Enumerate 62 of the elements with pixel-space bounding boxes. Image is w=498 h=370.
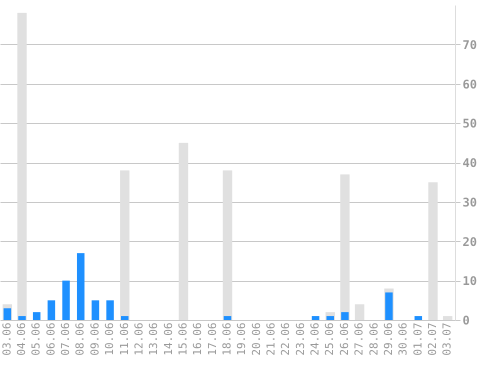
bar — [32, 312, 40, 320]
bar — [354, 304, 364, 320]
x-tick-label: 26.06 — [338, 322, 351, 356]
x-tick-label: 21.06 — [264, 322, 278, 356]
y-tick-label: 60 — [462, 77, 477, 92]
x-tick-label: 12.06 — [132, 322, 146, 356]
x-tick-label: 19.06 — [235, 322, 248, 356]
bar — [341, 312, 349, 320]
bar — [385, 292, 393, 320]
x-tick-label: 16.06 — [191, 322, 204, 356]
bar — [224, 316, 232, 320]
x-tick-label: 28.06 — [367, 322, 380, 356]
bar — [120, 170, 130, 320]
x-tick-label: 15.06 — [176, 322, 190, 356]
y-tick-label: 10 — [462, 274, 477, 288]
x-tick-label: 01.07 — [411, 322, 424, 356]
x-tick-label: 25.06 — [323, 322, 336, 356]
bar — [62, 280, 70, 320]
bar — [92, 300, 100, 320]
bar — [17, 12, 27, 320]
x-tick-label: 29.06 — [382, 322, 395, 356]
x-tick-label: 13.06 — [147, 322, 160, 356]
y-tick-label: 40 — [462, 156, 477, 170]
x-tick-label: 14.06 — [162, 322, 175, 356]
bar — [48, 300, 56, 320]
bar — [414, 316, 422, 320]
bar — [428, 182, 438, 320]
x-tick-label: 18.06 — [220, 322, 234, 356]
x-tick-label: 10.06 — [103, 322, 116, 356]
bar — [76, 253, 84, 320]
bar — [326, 316, 334, 320]
x-tick-label: 02.07 — [426, 322, 439, 356]
bar — [4, 308, 12, 320]
bar — [340, 174, 350, 320]
bar — [106, 300, 114, 320]
x-tick-label: 27.06 — [352, 322, 366, 356]
y-tick-label: 50 — [462, 116, 477, 131]
x-tick-label: 11.06 — [118, 322, 131, 356]
x-tick-label: 05.06 — [30, 322, 43, 356]
x-tick-label: 03.06 — [0, 322, 14, 356]
x-tick-label: 09.06 — [88, 322, 102, 356]
x-tick-label: 24.06 — [308, 322, 322, 356]
y-tick-label: 30 — [462, 195, 477, 210]
y-tick-label: 70 — [462, 38, 477, 52]
bar — [178, 142, 188, 320]
y-tick-label: 20 — [462, 234, 477, 249]
x-tick-label: 17.06 — [206, 322, 219, 356]
x-tick-label: 04.06 — [15, 322, 28, 356]
x-tick-label: 23.06 — [294, 322, 307, 356]
bar — [222, 170, 232, 320]
x-tick-label: 06.06 — [44, 322, 58, 356]
x-tick-label: 08.06 — [74, 322, 87, 356]
x-tick-label: 07.06 — [59, 322, 72, 356]
x-tick-label: 20.06 — [250, 322, 263, 356]
bar — [442, 316, 452, 320]
x-tick-label: 22.06 — [279, 322, 292, 356]
bar — [312, 316, 320, 320]
bar — [121, 316, 129, 320]
y-tick-label: 0 — [462, 314, 470, 328]
x-tick-label: 30.06 — [396, 322, 410, 356]
x-tick-label: 03.07 — [440, 322, 454, 356]
bar — [18, 316, 26, 320]
